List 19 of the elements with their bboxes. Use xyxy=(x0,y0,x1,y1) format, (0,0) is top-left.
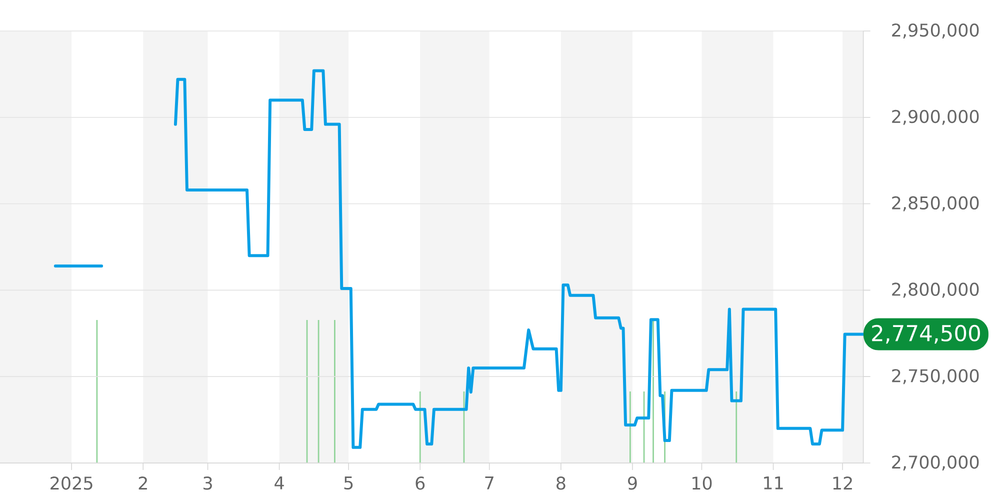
y-tick-label: 2,850,000 xyxy=(892,196,979,212)
x-tick-label: 10 xyxy=(692,476,712,490)
x-tick-label: 2 xyxy=(138,476,147,490)
x-tick-label: 6 xyxy=(416,476,425,490)
y-tick-label: 2,800,000 xyxy=(892,282,979,298)
data-label: 2,774,500 xyxy=(872,324,980,344)
y-tick-label: 2,950,000 xyxy=(892,23,979,38)
x-tick-label: 12 xyxy=(833,476,852,490)
y-tick-label: 2,900,000 xyxy=(892,110,979,125)
x-tick-label: 9 xyxy=(628,476,637,490)
x-tick-label: 11 xyxy=(764,476,783,490)
x-tick-label: 8 xyxy=(556,476,566,490)
x-tick-label: 2025 xyxy=(50,476,92,490)
x-tick-label: 3 xyxy=(204,476,212,490)
y-tick-label: 2,700,000 xyxy=(892,455,979,470)
x-tick-label: 7 xyxy=(485,476,494,490)
y-tick-label: 2,750,000 xyxy=(892,369,979,384)
x-tick-label: 4 xyxy=(274,476,284,490)
x-tick-label: 5 xyxy=(344,476,353,490)
